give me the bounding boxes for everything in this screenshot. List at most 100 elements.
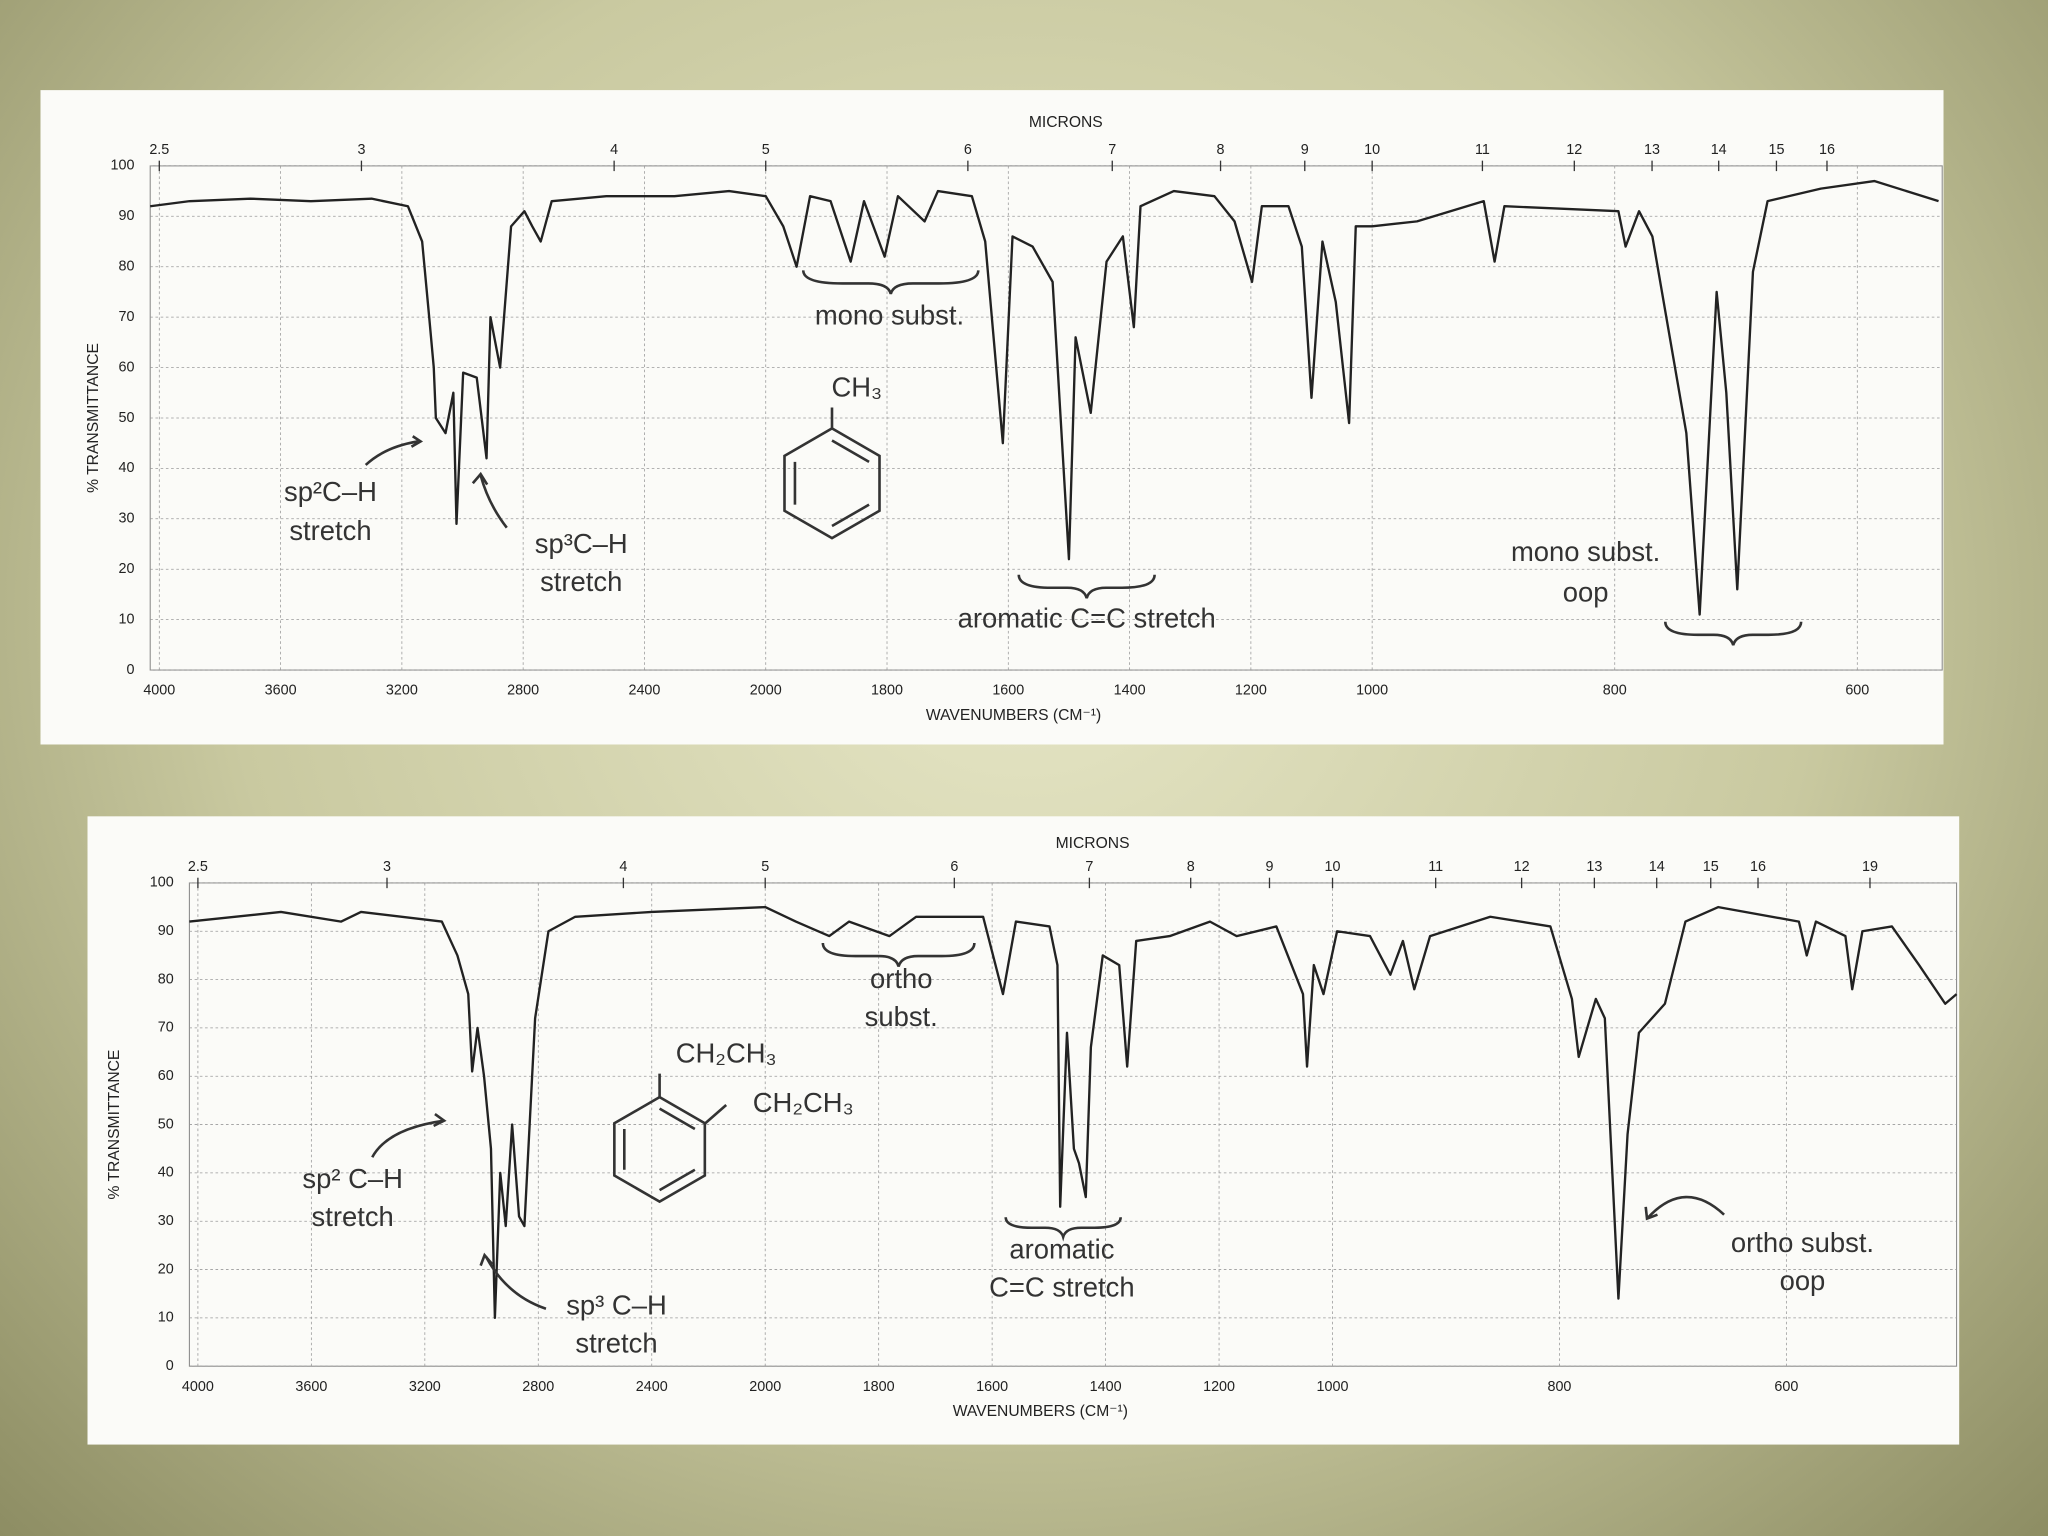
x2-tick-label: 14 [1711,142,1727,158]
double-bond [658,1107,696,1131]
x2-axis-label: MICRONS [1056,835,1130,852]
y-tick-label: 40 [158,1165,174,1181]
y-tick-label: 30 [158,1213,174,1229]
x-tick-label: 4000 [182,1379,214,1395]
x2-tick-label: 9 [1265,859,1273,875]
y-tick-label: 80 [158,971,174,987]
annotation: stretch [575,1328,657,1359]
x-tick-label: 1400 [1114,683,1146,699]
annotation-mark [1004,1217,1122,1242]
annotation-mark [821,942,976,967]
x-tick-label: 3600 [265,683,297,699]
y-axis-label: % TRANSMITTANCE [106,1050,123,1200]
substituent-bond [704,1103,728,1125]
x2-tick-label: 19 [1862,859,1878,875]
y-tick-label: 10 [158,1310,174,1326]
x2-tick-label: 5 [761,859,769,875]
y-tick-label: 20 [119,561,135,577]
x2-tick-label: 6 [950,859,958,875]
x2-tick-label: 16 [1819,142,1835,158]
y-tick-label: 0 [166,1358,174,1374]
annotation-mark [471,471,489,486]
x-tick-label: 1000 [1356,683,1388,699]
spectrum-panel [40,90,1944,745]
x2-tick-label: 11 [1428,859,1443,875]
annotation-mark [484,1255,547,1310]
x2-tick-label: 16 [1750,859,1766,875]
x-tick-label: 2000 [750,683,782,699]
annotation-mark [801,270,980,295]
x-tick-label: 2000 [749,1379,781,1395]
annotation: stretch [312,1201,394,1232]
x2-tick-label: 3 [383,859,391,875]
annotation-mark [479,1252,494,1267]
annotation: sp³ C–H [566,1290,667,1321]
y-tick-label: 90 [158,923,174,939]
x2-tick-label: 2.5 [188,859,208,875]
x-tick-label: 3600 [295,1379,327,1395]
x-tick-label: 1400 [1090,1379,1122,1395]
double-bond [831,439,870,464]
annotation: aromatic [1009,1234,1114,1265]
annotation-mark [1664,621,1803,646]
x2-tick-label: 14 [1649,859,1665,875]
x2-tick-label: 7 [1108,142,1116,158]
annotation-mark [1644,1206,1658,1221]
y-axis-label: % TRANSMITTANCE [85,343,102,493]
x2-tick-label: 15 [1703,859,1719,875]
x-tick-label: 4000 [143,683,175,699]
x2-tick-label: 9 [1301,142,1309,158]
annotation: CH₂CH₃ [753,1087,854,1118]
x2-tick-label: 5 [762,142,770,158]
spectrum-line [189,905,1958,1320]
annotation: ortho [870,963,932,994]
x-axis-label: WAVENUMBERS (CM⁻¹) [953,1403,1128,1420]
spectrum-line [150,179,1939,616]
benzene-ring [613,1095,707,1204]
x-tick-label: 1800 [871,683,903,699]
x2-tick-label: 11 [1475,142,1490,158]
y-tick-label: 100 [150,875,174,891]
annotation: CH₃ [831,371,882,402]
y-tick-label: 60 [119,359,135,375]
y-tick-label: 50 [119,410,135,426]
y-tick-label: 0 [127,662,135,678]
annotation-mark [1647,1195,1725,1219]
double-bond [831,503,870,528]
annotation: ortho subst. [1731,1227,1874,1258]
y-tick-label: 60 [158,1068,174,1084]
x-tick-label: 1200 [1235,683,1267,699]
x-tick-label: 3200 [386,683,418,699]
annotation: sp² C–H [302,1163,403,1194]
x2-tick-label: 4 [610,142,618,158]
annotation-mark [433,1113,447,1128]
x2-tick-label: 6 [964,142,972,158]
y-tick-label: 50 [158,1116,174,1132]
y-tick-label: 90 [119,208,135,224]
annotation: subst. [865,1001,938,1032]
double-bond [658,1168,696,1192]
y-tick-label: 100 [111,158,135,174]
x2-tick-label: 12 [1566,142,1582,158]
x-tick-label: 800 [1547,1379,1571,1395]
annotation: aromatic C=C stretch [958,603,1216,634]
x2-tick-label: 3 [357,142,365,158]
x-tick-label: 2400 [636,1379,668,1395]
y-tick-label: 80 [119,259,135,275]
annotation: CH₂CH₃ [676,1038,777,1069]
x-tick-label: 2800 [507,683,539,699]
x-axis-label: WAVENUMBERS (CM⁻¹) [926,707,1101,724]
x-tick-label: 800 [1603,683,1627,699]
y-tick-label: 30 [119,511,135,527]
annotation-mark [1017,574,1156,599]
annotation: oop [1563,577,1609,608]
annotation: oop [1780,1265,1826,1296]
annotation: mono subst. [815,300,964,331]
x-tick-label: 1600 [992,683,1024,699]
x2-tick-label: 4 [619,859,627,875]
annotation: C=C stretch [989,1271,1134,1302]
x2-tick-label: 10 [1325,859,1341,875]
x-tick-label: 600 [1845,683,1869,699]
